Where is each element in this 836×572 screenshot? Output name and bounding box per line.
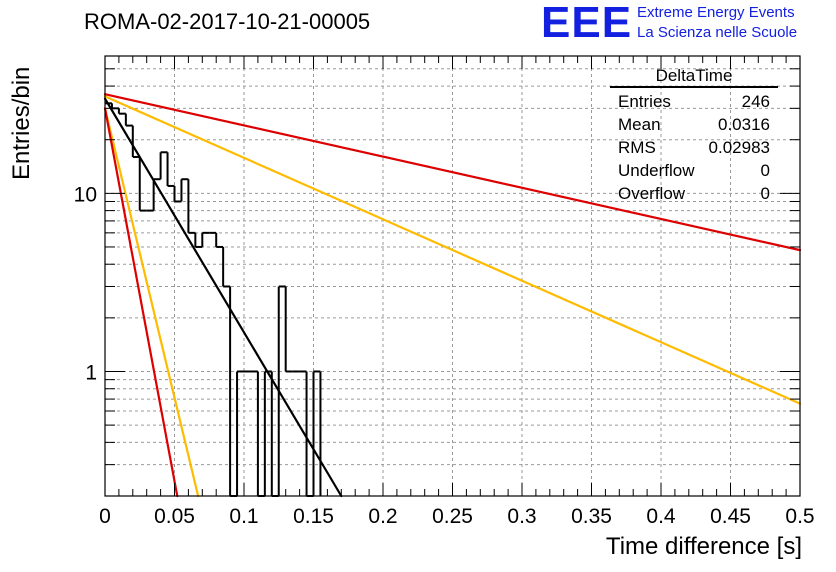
stats-label: Underflow [618, 161, 695, 180]
logo-line-2: La Scienza nelle Scuole [637, 24, 798, 41]
stats-row-mean: Mean 0.0316 [610, 113, 778, 136]
histogram [105, 102, 322, 497]
stats-label: Entries [618, 92, 671, 111]
eee-logo: EEE [541, 0, 633, 47]
y-axis-label: Entries/bin [8, 66, 35, 180]
x-tick-label: 0.1 [229, 505, 258, 528]
x-tick-label: 0.3 [507, 505, 536, 528]
chart-title: ROMA-02-2017-10-21-00005 [84, 9, 371, 34]
stats-row-overflow: Overflow 0 [610, 182, 778, 205]
x-tick-label: 0.2 [368, 505, 397, 528]
stats-box: DeltaTime Entries 246 Mean 0.0316 RMS 0.029… [610, 66, 778, 205]
fit-line [103, 107, 200, 498]
stats-row-underflow: Underflow 0 [610, 159, 778, 182]
y-tick-label: 1 [85, 361, 97, 384]
x-axis-label: Time difference [s] [605, 533, 802, 560]
fit-line [103, 107, 179, 498]
stats-title: DeltaTime [655, 66, 733, 85]
fit-lines [103, 93, 802, 498]
stats-divider [610, 86, 778, 88]
fit-line [103, 93, 802, 252]
x-tick-label: 0.25 [432, 505, 473, 528]
x-tick-label: 0.45 [710, 505, 751, 528]
y-tick-label: 10 [74, 183, 97, 206]
x-tick-label: 0.5 [785, 505, 814, 528]
stats-label: Overflow [618, 184, 686, 203]
fit-line [103, 97, 343, 498]
stats-value: 0 [760, 184, 770, 203]
stats-value: 0 [760, 161, 770, 180]
x-tick-label: 0.35 [571, 505, 612, 528]
stats-value: 246 [741, 92, 770, 111]
x-tick-labels: 0 0.05 0.1 0.15 0.2 0.25 0.3 0.35 0.4 0.45 0.5 [99, 505, 814, 528]
x-tick-label: 0.15 [293, 505, 334, 528]
axis-ticks [104, 56, 801, 497]
stats-value: 0.0316 [718, 115, 770, 134]
logo-line-1: Extreme Energy Events [637, 4, 795, 21]
x-tick-label: 0.05 [154, 505, 195, 528]
y-tick-labels: 1 10 [74, 183, 97, 384]
stats-label: RMS [618, 138, 656, 157]
x-tick-label: 0 [99, 505, 111, 528]
stats-row-rms: RMS 0.02983 [610, 136, 778, 159]
stats-label: Mean [618, 115, 661, 134]
x-tick-label: 0.4 [646, 505, 676, 528]
stats-row-entries: Entries 246 [610, 90, 778, 113]
stats-value: 0.02983 [708, 138, 770, 157]
fit-line [103, 95, 802, 405]
